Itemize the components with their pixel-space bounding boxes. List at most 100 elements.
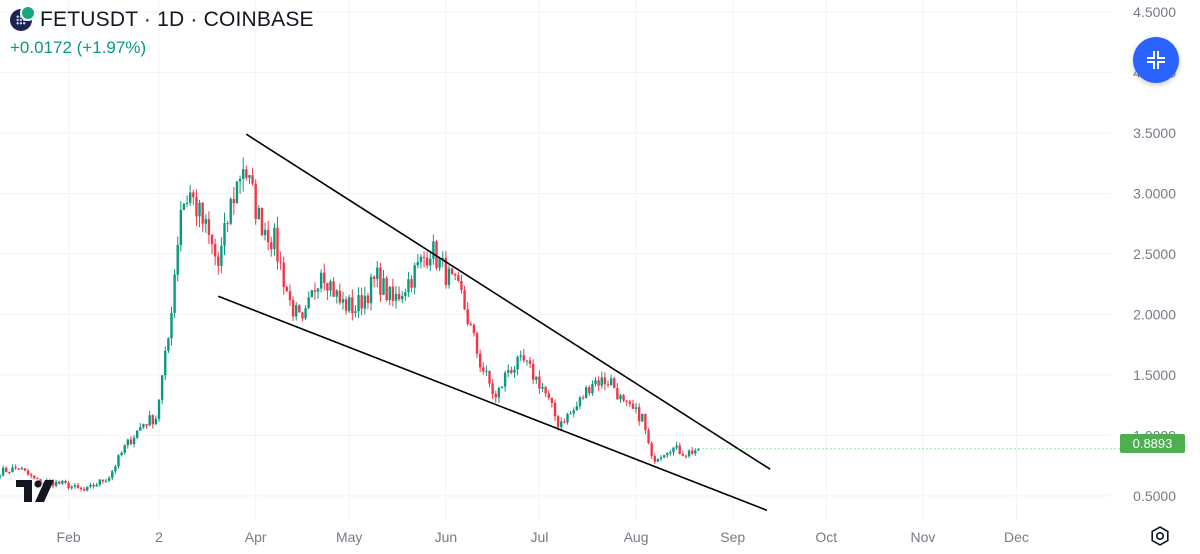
candle-body — [282, 262, 285, 288]
candle-body — [628, 401, 632, 404]
candle-body — [95, 484, 98, 487]
trendline-upper — [245, 133, 771, 470]
candle-body — [291, 300, 295, 317]
candle-body — [257, 207, 260, 220]
candle-body — [51, 481, 55, 486]
candle-body — [238, 178, 242, 182]
candle-body — [54, 481, 58, 486]
candle-body — [229, 199, 232, 224]
candle-body — [123, 445, 126, 453]
candle-body — [1, 467, 5, 476]
candle-body — [107, 477, 111, 481]
tradingview-logo-icon[interactable] — [16, 480, 56, 507]
candle-body — [226, 223, 229, 225]
candle-body — [235, 181, 239, 204]
y-tick-label: 3.0000 — [1133, 185, 1176, 201]
candle-body — [575, 406, 579, 411]
candle-body — [407, 279, 410, 293]
collapse-button[interactable] — [1133, 37, 1179, 83]
x-tick-label: Jul — [530, 529, 548, 545]
candle-body — [213, 244, 217, 257]
fet-logo-icon — [10, 5, 36, 31]
candle-body — [678, 445, 681, 454]
candle-body — [310, 290, 313, 298]
candle-body — [316, 288, 320, 292]
candle-body — [332, 281, 335, 297]
candle-body — [544, 387, 547, 394]
candle-body — [507, 370, 510, 373]
candle-body — [394, 293, 398, 301]
candle-body — [73, 485, 77, 487]
candle-body — [672, 447, 675, 453]
candle-body — [120, 452, 123, 456]
candle-body — [494, 394, 497, 398]
candle-body — [382, 278, 385, 295]
x-tick-label: Dec — [1004, 529, 1029, 545]
candle-body — [609, 378, 613, 386]
candle-body — [556, 416, 560, 428]
candle-body — [26, 470, 30, 475]
candle-body — [61, 480, 64, 484]
candle-body — [201, 202, 204, 224]
candle-body — [154, 418, 158, 425]
candle-body — [285, 287, 289, 292]
candle-body — [164, 350, 167, 376]
candle-body — [441, 257, 444, 259]
candle-body — [188, 192, 192, 203]
candle-body — [662, 455, 666, 458]
candle-body — [450, 268, 454, 274]
candle-body — [39, 479, 42, 484]
x-tick-label: Jun — [435, 529, 458, 545]
candle-body — [563, 421, 566, 423]
candle-body — [179, 209, 183, 246]
candle-body — [86, 486, 89, 491]
candle-body — [547, 393, 550, 398]
candle-body — [425, 257, 429, 266]
candle-body — [248, 175, 251, 178]
candle-body — [681, 453, 685, 456]
candle-body — [298, 305, 301, 313]
candle-body — [344, 299, 348, 311]
candle-body — [8, 472, 11, 474]
candle-body — [457, 275, 460, 281]
candle-body — [167, 338, 170, 351]
candle-body — [566, 413, 569, 423]
candle-body — [447, 268, 451, 285]
candle-body — [510, 370, 513, 373]
candle-body — [413, 265, 416, 288]
candle-body — [422, 256, 426, 258]
candle-body — [388, 286, 391, 301]
candle-body — [535, 376, 538, 380]
candle-body — [497, 388, 501, 398]
candle-body — [466, 309, 469, 324]
candle-body — [469, 323, 473, 325]
candle-body — [485, 371, 488, 373]
candle-body — [376, 267, 379, 280]
x-tick-label: Nov — [910, 529, 935, 545]
candle-body — [326, 282, 329, 291]
candle-body — [528, 360, 532, 364]
candle-body — [644, 413, 647, 431]
candle-body — [129, 439, 133, 445]
candle-body — [135, 430, 139, 438]
candle-body — [541, 387, 544, 389]
candle-body — [647, 430, 650, 444]
collapse-arrows-icon — [1147, 51, 1165, 69]
candle-body — [29, 474, 33, 476]
candle-body — [444, 257, 448, 285]
candle-body — [139, 427, 142, 431]
candle-body — [516, 356, 519, 370]
y-tick-label: 2.5000 — [1133, 246, 1176, 262]
settings-gear-icon[interactable] — [1150, 526, 1170, 546]
candle-body — [254, 183, 257, 220]
x-tick-label: Apr — [245, 529, 267, 545]
candle-body — [273, 227, 276, 250]
candle-body — [625, 400, 628, 402]
candle-body — [288, 291, 292, 301]
candle-body — [653, 456, 656, 462]
candle-body — [438, 258, 441, 268]
candle-body — [659, 457, 663, 459]
candle-body — [454, 273, 457, 276]
candle-body — [270, 242, 273, 250]
